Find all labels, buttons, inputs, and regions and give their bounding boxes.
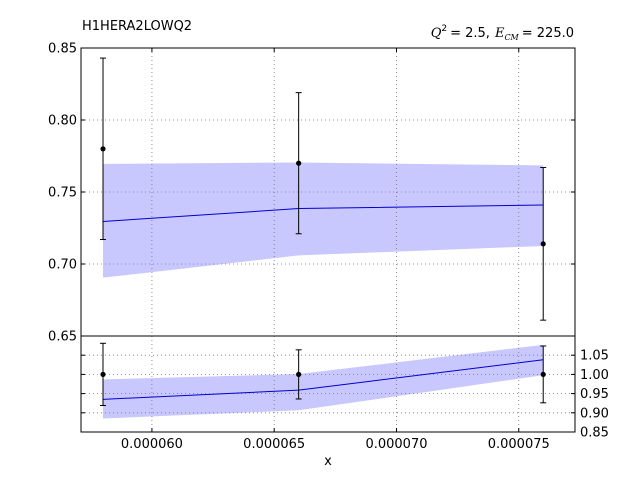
ratio-y-ticks: 0.85 0.90 0.95 1.00 1.05 [81,349,609,441]
ecm-subscript: CM [504,33,519,42]
top-panel: 0.65 0.70 0.75 0.80 0.85 [48,42,576,345]
xtick-label-3: 0.000075 [488,437,550,452]
ratio-ytick-label-1: 0.90 [580,406,609,421]
top-grid [81,48,575,336]
ratio-data-point-0 [100,371,106,377]
top-y-ticks: 0.65 0.70 0.75 0.80 0.85 [48,42,575,345]
xtick-label-2: 0.000070 [365,437,427,452]
ratio-panel-frame [80,335,576,433]
q2-value: = 2.5, [450,26,490,41]
ratio-data-points [100,342,547,407]
top-data-point-0 [100,146,106,152]
kinematics-label: Q2 = 2.5, ECM = 225.0 [431,24,574,42]
q2-symbol: Q [431,26,442,41]
top-ytick-label-1: 0.70 [48,258,77,273]
ratio-uncertainty-band-group [103,344,544,419]
xtick-label-1: 0.000065 [243,437,305,452]
ecm-value: = 225.0 [522,26,574,41]
ratio-ytick-label-0: 0.85 [580,426,609,441]
ratio-ytick-label-2: 0.95 [580,387,609,402]
xtick-label-0: 0.000060 [121,437,183,452]
ecm-symbol: E [494,26,505,41]
ratio-data-point-2 [540,371,546,377]
top-ytick-label-0: 0.65 [48,330,77,345]
top-uncertainty-band-group [103,162,544,278]
top-ytick-label-3: 0.80 [48,114,77,129]
top-uncertainty-band [103,162,544,278]
ratio-ytick-label-4: 1.05 [580,349,609,364]
x-axis-label: x [324,454,332,469]
x-ticks: 0.000060 0.000065 0.000070 0.000075 [121,48,550,452]
ratio-data-point-1 [296,371,302,377]
ratio-uncertainty-band [103,344,544,419]
top-ytick-label-2: 0.75 [48,186,77,201]
top-data-points [100,57,547,321]
ratio-grid [81,336,575,432]
top-ytick-label-4: 0.85 [48,42,77,57]
q2-power: 2 [441,24,447,34]
chart-title: H1HERA2LOWQ2 [82,19,192,34]
ratio-ytick-label-3: 1.00 [580,368,609,383]
ratio-panel: 0.850.900.951.001.05 0.000060 0.000065 0.0… [80,48,609,452]
top-data-point-2 [540,241,546,247]
top-data-point-1 [296,160,302,166]
